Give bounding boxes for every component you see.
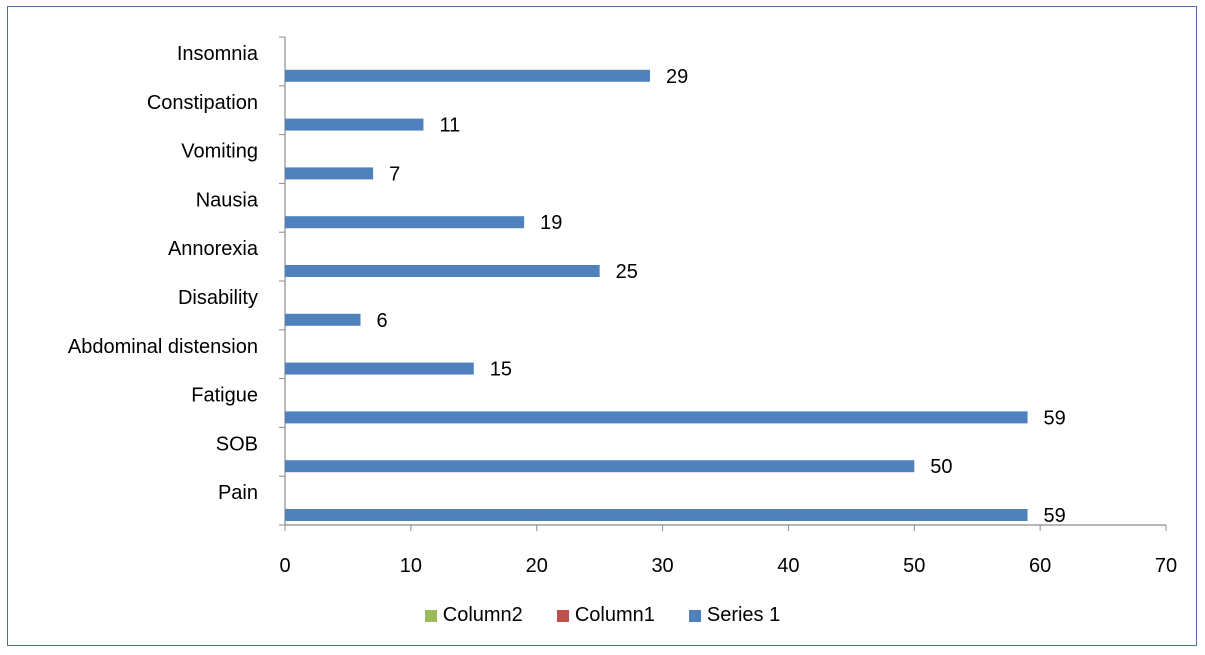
data-label: 15 (490, 359, 512, 381)
category-label: Pain (218, 482, 258, 504)
bar (285, 216, 525, 229)
data-label: 19 (540, 212, 562, 234)
data-label: 29 (666, 66, 688, 88)
data-label: 59 (1044, 407, 1066, 429)
category-label: SOB (216, 433, 258, 455)
category-label: Constipation (147, 92, 258, 114)
bar (285, 509, 1028, 521)
category-label: Vomiting (181, 141, 258, 163)
chart-legend: Column2 Column1 Series 1 (0, 604, 1205, 627)
bar (285, 313, 361, 326)
bar (285, 460, 915, 473)
legend-label: Column1 (574, 604, 655, 626)
data-label: 7 (389, 163, 400, 185)
legend-swatch (688, 609, 701, 622)
bar (285, 118, 424, 131)
legend-swatch (424, 609, 437, 622)
category-label: Abdominal distension (68, 336, 258, 358)
data-label: 25 (616, 261, 638, 283)
category-label: Fatigue (191, 385, 258, 407)
x-tick-label: 70 (1155, 555, 1177, 577)
legend-item: Series 1 (688, 604, 781, 627)
x-tick-label: 60 (1029, 555, 1051, 577)
legend-swatch (556, 609, 569, 622)
x-tick-label: 40 (777, 555, 799, 577)
category-label: Insomnia (177, 43, 259, 65)
x-tick-label: 30 (651, 555, 673, 577)
bar (285, 167, 374, 180)
data-label: 6 (377, 310, 388, 332)
x-tick-label: 50 (903, 555, 925, 577)
bar (285, 69, 650, 82)
data-label: 11 (439, 115, 460, 137)
legend-item: Column2 (424, 604, 523, 627)
chart-frame (7, 6, 1197, 646)
data-label: 50 (930, 456, 952, 478)
category-label: Annorexia (168, 238, 259, 260)
x-tick-label: 20 (526, 555, 548, 577)
x-tick-label: 10 (400, 555, 422, 577)
bar (285, 411, 1028, 424)
category-label: Disability (178, 287, 258, 309)
bar (285, 265, 600, 277)
category-label: Nausia (196, 189, 259, 211)
legend-label: Series 1 (706, 604, 781, 626)
legend-item: Column1 (556, 604, 655, 627)
data-label: 59 (1044, 505, 1066, 527)
x-tick-label: 0 (279, 555, 290, 577)
bar (285, 362, 474, 375)
legend-label: Column2 (442, 604, 523, 626)
